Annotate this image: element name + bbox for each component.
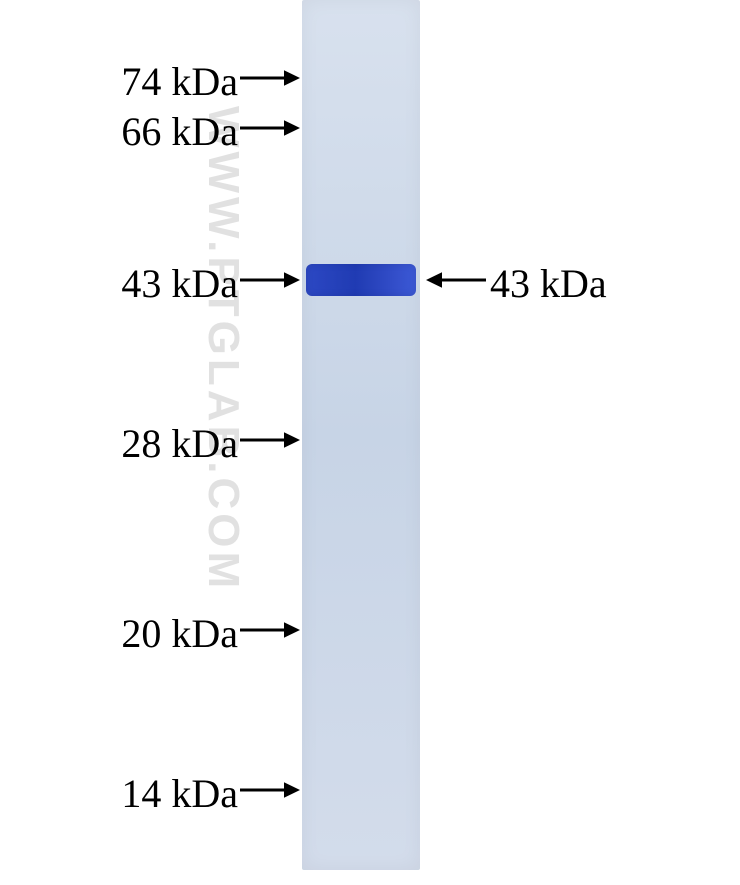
mw-marker-arrow xyxy=(222,778,318,802)
mw-marker-label: 14 kDa xyxy=(121,770,238,817)
mw-marker-arrow xyxy=(222,618,318,642)
band-size-label: 43 kDa xyxy=(490,260,607,307)
mw-marker-label: 28 kDa xyxy=(121,420,238,467)
mw-marker-label: 43 kDa xyxy=(121,260,238,307)
mw-marker-arrow xyxy=(222,428,318,452)
watermark-text: WWW.PTGLAB.COM xyxy=(198,106,248,592)
band-size-arrow xyxy=(408,268,504,292)
stage: WWW.PTGLAB.COM 74 kDa66 kDa 43 kDa 28 kDa 2… xyxy=(0,0,740,885)
mw-marker-label: 66 kDa xyxy=(121,108,238,155)
protein-band xyxy=(306,264,416,296)
gel-lane xyxy=(302,0,420,870)
mw-marker-arrow xyxy=(222,66,318,90)
mw-marker-arrow xyxy=(222,268,318,292)
mw-marker-label: 20 kDa xyxy=(121,610,238,657)
mw-marker-label: 74 kDa xyxy=(121,58,238,105)
mw-marker-arrow xyxy=(222,116,318,140)
